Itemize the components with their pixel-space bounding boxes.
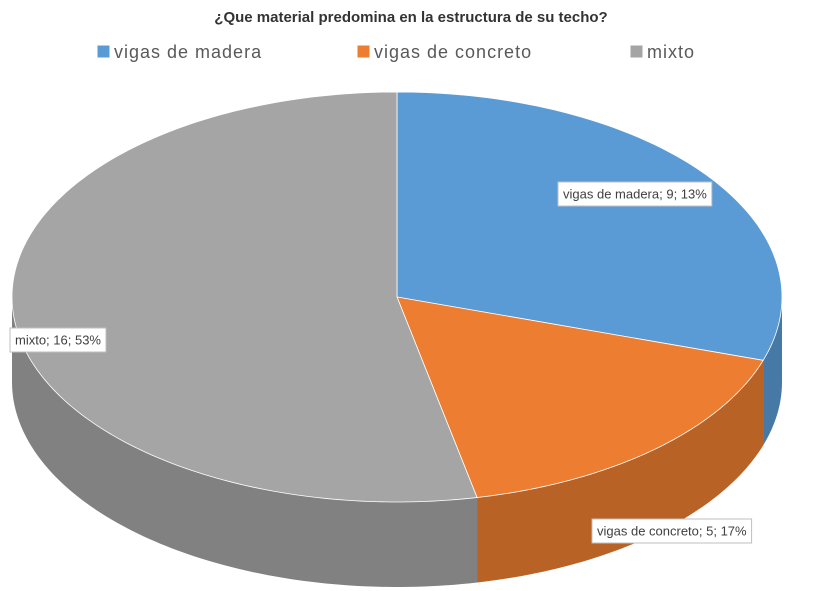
data-label-box xyxy=(9,327,107,353)
data-label: vigas de madera; 9; 13% xyxy=(563,186,707,201)
data-label-box xyxy=(557,181,713,207)
pie-tops xyxy=(11,91,783,503)
legend: vigas de madera vigas de concreto mixto xyxy=(96,42,695,62)
legend-swatch xyxy=(96,44,111,59)
pie-slice xyxy=(396,91,783,361)
data-labels: vigas de madera; 9; 13% vigas de concreto… xyxy=(9,181,753,544)
pie-slice xyxy=(396,296,764,498)
legend-swatch xyxy=(356,44,371,59)
legend-label: vigas de concreto xyxy=(374,42,532,62)
pie-outer-wall xyxy=(477,360,764,583)
chart-title: ¿Que material predomina en la estructura… xyxy=(214,9,607,26)
legend-label: vigas de madera xyxy=(114,42,262,62)
data-label: mixto; 16; 53% xyxy=(15,332,101,347)
pie-outer-wall xyxy=(12,297,478,587)
data-label: vigas de concreto; 5; 17% xyxy=(597,523,747,538)
legend-swatch xyxy=(629,44,644,59)
pie-outer-wall xyxy=(763,297,782,446)
data-label-box xyxy=(591,518,753,544)
legend-label: mixto xyxy=(647,42,695,62)
pie-slice xyxy=(11,91,478,503)
